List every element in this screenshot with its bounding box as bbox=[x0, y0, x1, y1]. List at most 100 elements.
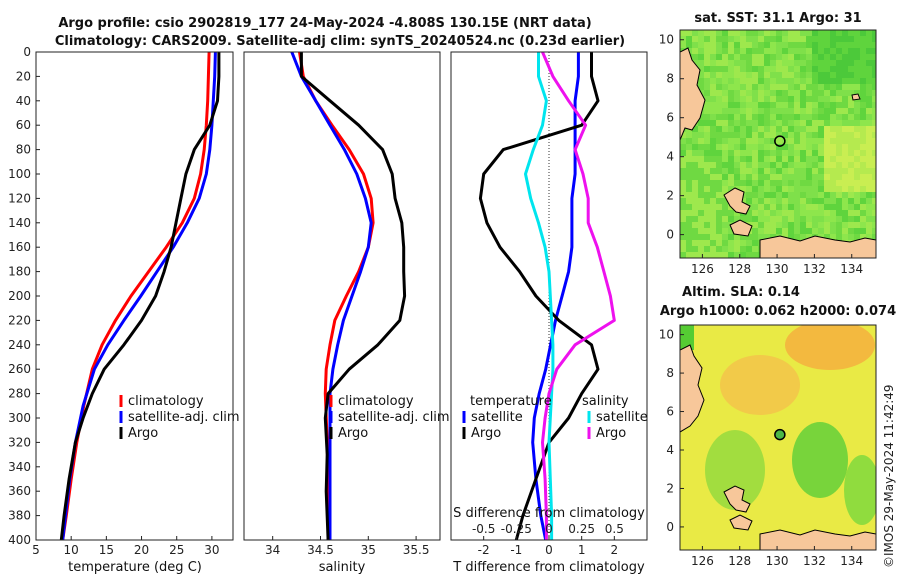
sst-cell bbox=[692, 186, 698, 192]
sst-cell bbox=[770, 42, 776, 48]
sst-cell bbox=[716, 228, 722, 234]
sst-cell bbox=[704, 90, 710, 96]
sst-cell bbox=[770, 216, 776, 222]
sst-cell bbox=[740, 96, 746, 102]
sst-cell bbox=[776, 42, 782, 48]
sst-cell bbox=[710, 42, 716, 48]
sst-cell bbox=[704, 132, 710, 138]
sst-cell bbox=[812, 114, 818, 120]
sst-cell bbox=[752, 132, 758, 138]
sst-cell bbox=[710, 234, 716, 240]
sst-cell bbox=[824, 222, 830, 228]
sst-cell bbox=[758, 204, 764, 210]
sst-cell bbox=[680, 156, 686, 162]
sst-cell bbox=[812, 150, 818, 156]
sst-cell bbox=[866, 138, 872, 144]
sst-cell bbox=[716, 66, 722, 72]
sst-cell bbox=[872, 120, 876, 126]
sst-cell bbox=[848, 36, 854, 42]
sst-cell bbox=[872, 84, 876, 90]
sst-cell bbox=[722, 96, 728, 102]
sst-cell bbox=[728, 84, 734, 90]
sst-cell bbox=[872, 186, 876, 192]
sst-cell bbox=[824, 204, 830, 210]
sst-cell bbox=[758, 174, 764, 180]
sst-cell bbox=[764, 96, 770, 102]
sst-cell bbox=[722, 168, 728, 174]
sst-cell bbox=[860, 90, 866, 96]
sst-cell bbox=[794, 66, 800, 72]
sst-cell bbox=[758, 198, 764, 204]
sst-cell bbox=[734, 42, 740, 48]
sst-cell bbox=[704, 198, 710, 204]
sst-cell bbox=[842, 204, 848, 210]
sst-cell bbox=[848, 162, 854, 168]
sst-cell bbox=[836, 126, 842, 132]
sst-cell bbox=[830, 222, 836, 228]
sst-cell bbox=[764, 204, 770, 210]
sst-cell bbox=[794, 210, 800, 216]
sst-cell bbox=[740, 54, 746, 60]
sst-cell bbox=[872, 216, 876, 222]
sst-cell bbox=[860, 192, 866, 198]
sst-cell bbox=[692, 222, 698, 228]
sst-cell bbox=[788, 42, 794, 48]
sst-cell bbox=[746, 246, 752, 252]
sst-cell bbox=[722, 144, 728, 150]
sst-cell bbox=[812, 192, 818, 198]
sst-cell bbox=[788, 162, 794, 168]
sst-cell bbox=[830, 186, 836, 192]
sst-cell bbox=[716, 36, 722, 42]
sst-cell bbox=[716, 156, 722, 162]
legend-climatology: climatology bbox=[128, 394, 204, 409]
sst-cell bbox=[836, 72, 842, 78]
sst-cell bbox=[872, 168, 876, 174]
x-tick-label: 15 bbox=[99, 543, 114, 557]
sst-cell bbox=[830, 168, 836, 174]
sst-cell bbox=[752, 228, 758, 234]
map-x-tick-label: 126 bbox=[691, 554, 714, 568]
sst-cell bbox=[710, 240, 716, 246]
sst-cell bbox=[722, 138, 728, 144]
sst-cell bbox=[842, 72, 848, 78]
sst-cell bbox=[800, 96, 806, 102]
sst-cell bbox=[794, 108, 800, 114]
sst-cell bbox=[842, 96, 848, 102]
sst-cell bbox=[704, 78, 710, 84]
sst-cell bbox=[824, 96, 830, 102]
sst-cell bbox=[806, 138, 812, 144]
sst-cell bbox=[758, 72, 764, 78]
sst-cell bbox=[764, 222, 770, 228]
sst-cell bbox=[830, 132, 836, 138]
sst-cell bbox=[728, 210, 734, 216]
sst-cell bbox=[842, 126, 848, 132]
sst-cell bbox=[842, 168, 848, 174]
sst-cell bbox=[800, 138, 806, 144]
sst-cell bbox=[818, 102, 824, 108]
sst-cell bbox=[812, 162, 818, 168]
sst-cell bbox=[866, 162, 872, 168]
sst-cell bbox=[806, 36, 812, 42]
sst-cell bbox=[764, 78, 770, 84]
sst-cell bbox=[734, 54, 740, 60]
sst-cell bbox=[776, 78, 782, 84]
sst-cell bbox=[782, 144, 788, 150]
temperature-panel: 0 20 40 60 80 100 120 140 160 180 200 220 240 260 280 3… bbox=[8, 45, 240, 575]
sst-cell bbox=[788, 72, 794, 78]
sst-cell bbox=[686, 180, 692, 186]
sst-cell bbox=[836, 222, 842, 228]
sst-cell bbox=[746, 30, 752, 36]
sst-cell bbox=[698, 234, 704, 240]
sla-land-north bbox=[680, 344, 705, 433]
sst-cell bbox=[746, 192, 752, 198]
sst-cell bbox=[836, 168, 842, 174]
sst-cell bbox=[782, 60, 788, 66]
sst-cell bbox=[818, 48, 824, 54]
sst-cell bbox=[806, 90, 812, 96]
sst-cell bbox=[848, 90, 854, 96]
sst-cell bbox=[704, 30, 710, 36]
sst-cell bbox=[770, 210, 776, 216]
sst-cell bbox=[746, 162, 752, 168]
sst-cell bbox=[818, 192, 824, 198]
sst-cell bbox=[854, 114, 860, 120]
